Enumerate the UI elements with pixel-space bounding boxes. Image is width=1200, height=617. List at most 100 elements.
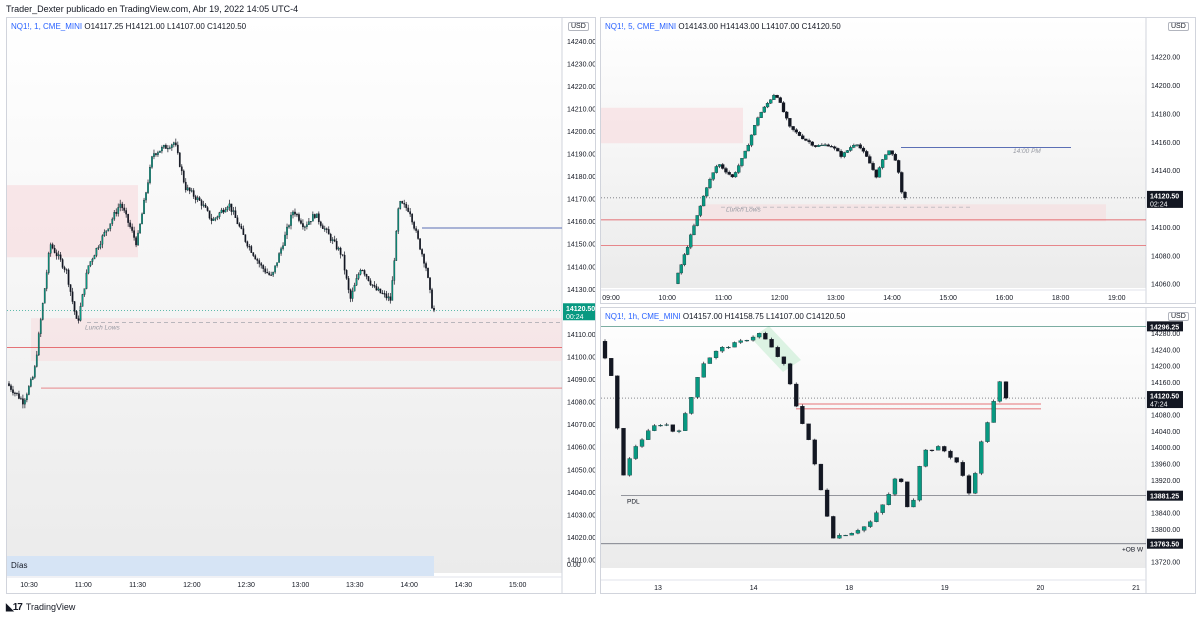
candle-body (627, 458, 632, 476)
candle-body (413, 221, 415, 229)
chart-panel-1h[interactable]: 14280.0014240.0014200.0014160.0014120.00… (600, 307, 1196, 594)
candle-body (85, 272, 88, 289)
x-tick-label: 11:30 (129, 582, 146, 589)
candle-body (369, 280, 372, 285)
candle-body (176, 144, 179, 154)
chart-canvas-5m[interactable]: 14220.00 14200.00 14180.00 14160.00 14140.00… (601, 18, 1195, 303)
candle-body (692, 225, 696, 236)
legend-symbol[interactable]: NQ1!, 1, CME_MINI (11, 22, 83, 31)
candle-body (839, 150, 843, 157)
candle-body (791, 126, 795, 130)
candle-body (65, 269, 68, 271)
chart-panel-5m[interactable]: 14220.00 14200.00 14180.00 14160.00 14140.00… (600, 17, 1196, 304)
candle-body (749, 134, 754, 146)
candle-body (198, 197, 201, 201)
candle-body (91, 258, 94, 262)
candle-body (317, 213, 320, 223)
candle-body (836, 148, 840, 152)
candle-body (871, 163, 875, 170)
candle-body (701, 363, 706, 378)
candle-body (302, 223, 304, 228)
candle-body (29, 379, 32, 387)
legend-symbol[interactable]: NQ1!, 5, CME_MINI (605, 22, 677, 31)
candle-body (139, 223, 141, 234)
candle-body (820, 144, 824, 147)
y-tick-label: 14020.00 (567, 535, 595, 542)
ob-label: +OB W (1122, 547, 1144, 554)
candle-body (131, 226, 133, 231)
level-price-text: 13763.50 (1150, 542, 1179, 549)
indicator-days-bar (7, 556, 434, 576)
candle-body (705, 187, 709, 197)
candle-body (806, 423, 811, 441)
candle-body (1003, 381, 1009, 399)
chart-panel-1m[interactable]: 14240.00 14230.00 14220.00 14210.00 14200.00… (6, 17, 596, 594)
candle-body (379, 288, 382, 294)
candle-body (818, 463, 824, 491)
candle-body (868, 521, 873, 527)
candle-body (431, 289, 433, 309)
candle-body (423, 254, 425, 264)
footer-brand[interactable]: ◣17 TradingView (6, 601, 75, 613)
candle-body (125, 210, 128, 215)
candle-body (877, 167, 882, 178)
currency-button[interactable]: USD (1168, 22, 1189, 31)
candle-body (923, 449, 928, 467)
indicator-label-dias: Días (11, 561, 28, 570)
y-tick-label: 14100.00 (1151, 225, 1180, 232)
y-tick-label: 14180.00 (1151, 111, 1180, 118)
candle-body (409, 211, 412, 215)
candle-body (898, 478, 904, 482)
candle-body (159, 150, 161, 153)
chart-canvas-1m[interactable]: 14240.00 14230.00 14220.00 14210.00 14200.00… (7, 18, 595, 593)
legend-symbol[interactable]: NQ1!, 1h, CME_MINI (605, 312, 681, 321)
y-tick-label: 14150.00 (567, 242, 595, 249)
candle-body (300, 220, 302, 224)
countdown-text: 00:24 (566, 314, 584, 321)
candle-body (101, 235, 104, 245)
x-tick-label: 09:00 (602, 295, 620, 302)
candle-body (385, 293, 388, 299)
y-tick-label: 14240.00 (567, 39, 595, 46)
candle-body (701, 195, 706, 207)
currency-button[interactable]: USD (1168, 312, 1189, 321)
candle-body (306, 224, 308, 227)
y-tick-label: 14040.00 (1151, 429, 1180, 436)
candle-body (234, 210, 237, 218)
candle-body (18, 393, 20, 399)
candle-body (147, 182, 149, 193)
candle-body (670, 424, 676, 432)
candle-body (833, 146, 837, 149)
y-tick-label: 14200.00 (567, 129, 595, 136)
candle-body (133, 230, 135, 238)
currency-button[interactable]: USD (568, 22, 589, 31)
candle-body (61, 259, 64, 268)
y-tick-label: 14060.00 (567, 445, 595, 452)
candle-body (858, 144, 862, 149)
candle-body (286, 226, 288, 236)
tradingview-logo-icon: ◣17 (6, 601, 23, 613)
candle-body (683, 413, 688, 431)
candle-body (315, 213, 318, 218)
candle-body (145, 192, 147, 201)
candle-body (602, 340, 608, 359)
candle-body (762, 106, 766, 113)
candle-body (325, 228, 328, 230)
candle-body (730, 174, 735, 178)
candle-body (633, 446, 638, 459)
candle-body (57, 254, 60, 257)
y-tick-label: 14140.00 (1151, 168, 1180, 175)
chart-canvas-1h[interactable]: 14280.0014240.0014200.0014160.0014120.00… (601, 308, 1195, 593)
legend-1h: NQ1!, 1h, CME_MINI O14157.00 H14158.75 L… (605, 312, 845, 321)
candle-body (652, 425, 657, 431)
candle-body (855, 530, 861, 534)
candle-body (93, 255, 96, 260)
candle-body (727, 172, 731, 175)
y-tick-label: 14010.00 (567, 557, 595, 564)
candle-body (750, 336, 756, 341)
candle-body (171, 144, 173, 148)
candle-body (708, 179, 712, 188)
candle-body (353, 285, 356, 292)
candle-body (258, 260, 261, 264)
candle-body (240, 226, 243, 229)
